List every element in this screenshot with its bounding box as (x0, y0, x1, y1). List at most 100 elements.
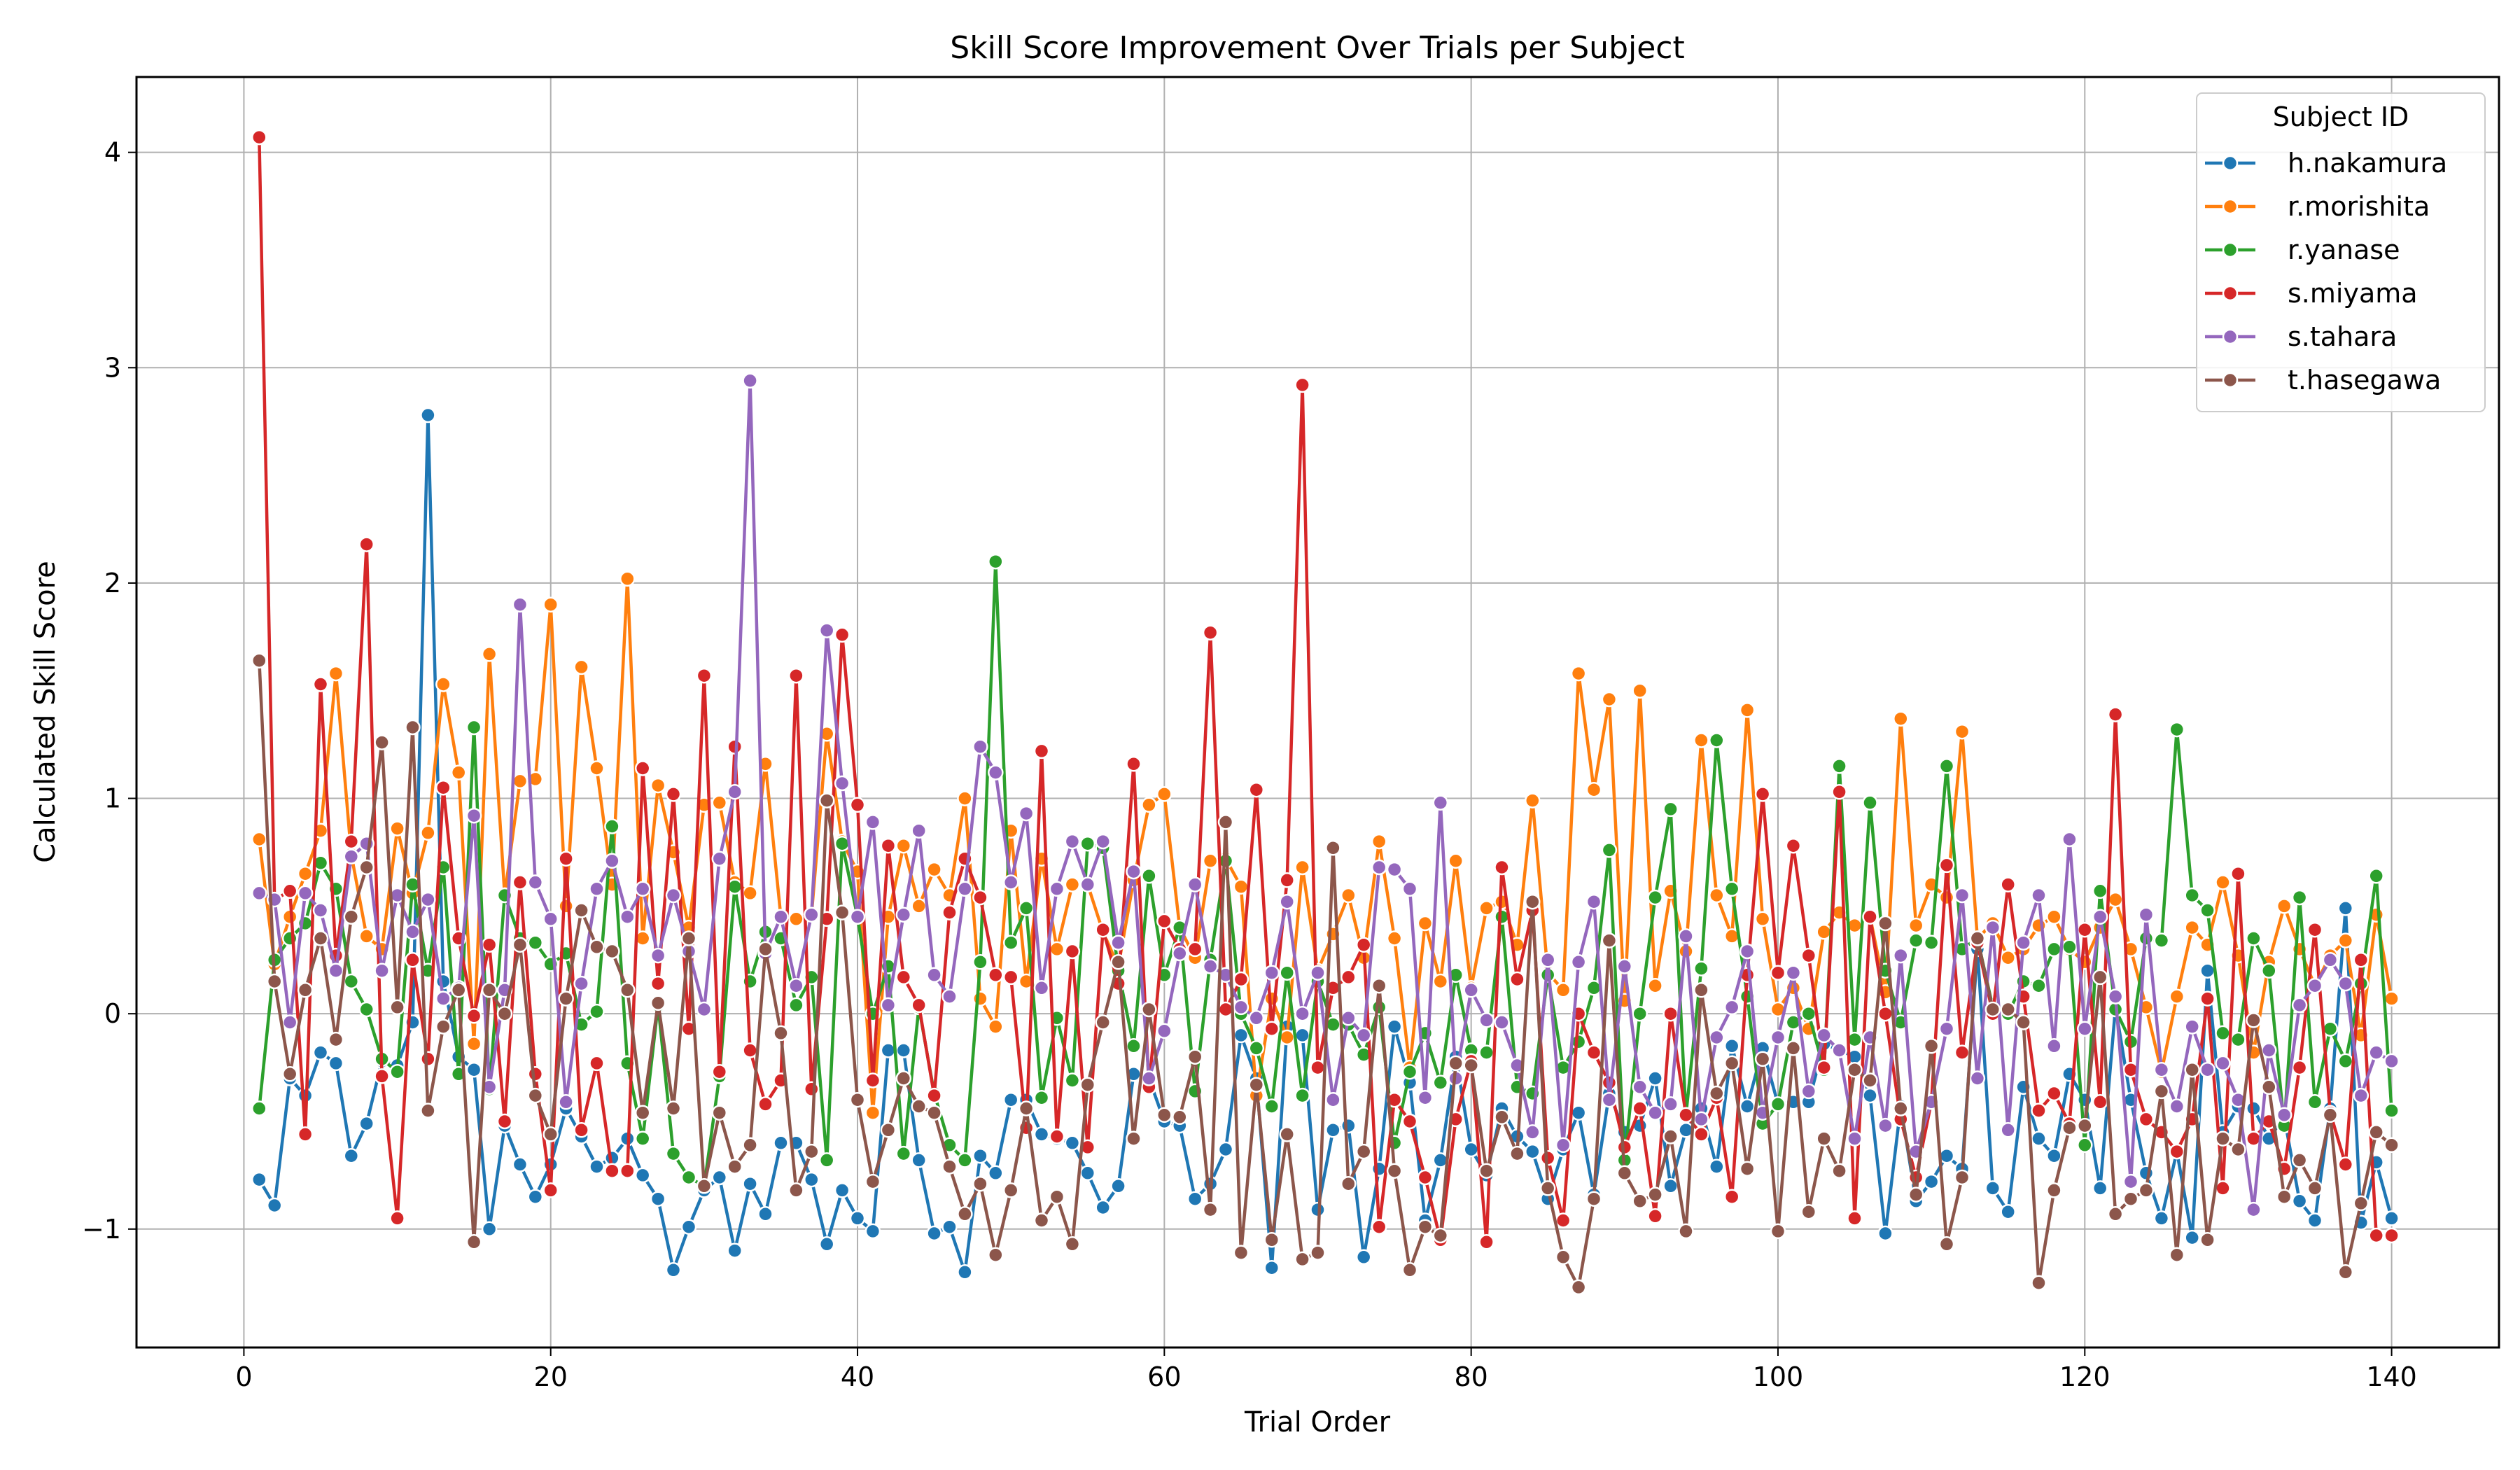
legend-marker (2222, 198, 2239, 215)
data-point (957, 881, 973, 897)
data-point (2246, 1012, 2262, 1028)
data-point (1907, 917, 1924, 934)
data-point (2291, 1193, 2308, 1210)
data-point (2291, 1059, 2308, 1076)
data-point (1002, 1182, 1019, 1198)
data-point (926, 861, 942, 878)
data-point (1049, 1189, 1065, 1205)
data-point (266, 973, 283, 990)
data-point (1662, 1178, 1679, 1194)
data-point (1233, 1245, 1250, 1261)
data-point (1770, 1223, 1786, 1240)
data-point (1816, 1027, 1832, 1044)
data-point (1448, 1055, 1464, 1072)
data-point (1632, 1079, 1648, 1096)
data-point (1371, 833, 1387, 850)
data-point (1862, 909, 1878, 925)
data-point (1233, 999, 1250, 1016)
data-point (512, 874, 528, 890)
data-point (1739, 943, 1756, 960)
data-point (405, 719, 421, 736)
data-point (1126, 1038, 1142, 1054)
data-point (665, 1100, 682, 1116)
data-point (1279, 965, 1295, 981)
data-point (1401, 881, 1418, 897)
data-point (2368, 1227, 2384, 1244)
x-axis-label: Trial Order (1244, 1406, 1391, 1438)
legend-item: s.miyama (2205, 278, 2418, 309)
data-point (788, 1182, 804, 1198)
data-point (818, 622, 835, 638)
data-point (2384, 1102, 2400, 1119)
data-point (2353, 1087, 2370, 1104)
data-point (1723, 999, 1740, 1016)
data-point (1954, 1169, 1970, 1186)
data-point (2122, 1191, 2139, 1207)
data-point (1647, 1186, 1663, 1203)
data-point (757, 1096, 774, 1112)
y-tick-label: 0 (104, 998, 121, 1029)
x-tick-label: 0 (235, 1362, 252, 1392)
data-point (2015, 1014, 2031, 1030)
data-point (2276, 1107, 2292, 1124)
legend-marker (2222, 241, 2239, 258)
data-point (2046, 1085, 2062, 1102)
data-point (742, 1137, 758, 1154)
data-point (1264, 1098, 1280, 1114)
data-point (988, 967, 1004, 983)
data-point (435, 1018, 451, 1035)
data-point (1110, 954, 1126, 970)
data-point (1064, 1135, 1081, 1152)
data-point (1340, 887, 1357, 904)
data-point (1386, 1018, 1403, 1035)
data-point (2000, 1203, 2016, 1220)
data-point (2000, 1001, 2016, 1018)
data-point (1785, 1040, 1802, 1056)
data-point (665, 1145, 682, 1162)
data-point (1678, 1223, 1694, 1240)
data-point (2169, 988, 2185, 1004)
tick-layer: 0 20 40 60 80 100 120 140 −1 0 1 2 3 4 (82, 137, 2417, 1392)
data-point (1217, 1141, 1234, 1158)
data-point (1463, 1141, 1479, 1158)
data-point (1217, 1001, 1234, 1018)
data-point (988, 1018, 1004, 1035)
data-point (1662, 1005, 1679, 1022)
data-point (1202, 853, 1219, 869)
data-point (650, 975, 666, 992)
data-point (1463, 1057, 1479, 1074)
data-point (251, 652, 267, 668)
data-point (1555, 1137, 1572, 1154)
data-point (1141, 1001, 1157, 1018)
data-point (251, 885, 267, 902)
data-point (1432, 794, 1449, 811)
data-point (1049, 941, 1065, 958)
data-point (2046, 1038, 2062, 1054)
data-point (2077, 1137, 2093, 1154)
data-point (1693, 1126, 1709, 1142)
data-point (1248, 1077, 1265, 1093)
data-point (1325, 1122, 1341, 1138)
data-point (527, 1087, 544, 1104)
series-layer (251, 129, 2400, 1296)
data-point (926, 967, 942, 983)
data-point (620, 1163, 636, 1179)
data-point (1172, 1109, 1188, 1126)
data-point (1141, 868, 1157, 884)
data-point (589, 1158, 605, 1175)
data-point (266, 1197, 283, 1214)
data-point (2306, 1094, 2323, 1110)
data-point (957, 1264, 973, 1280)
data-point (389, 1210, 405, 1226)
data-point (1586, 1044, 1602, 1060)
data-point (2322, 1021, 2339, 1037)
data-point (1095, 833, 1111, 850)
data-point (1478, 1163, 1494, 1179)
data-point (1294, 377, 1310, 393)
data-point (1877, 1005, 1893, 1022)
data-point (1064, 1072, 1081, 1088)
data-point (988, 1247, 1004, 1263)
data-point (2046, 1182, 2062, 1198)
data-point (312, 676, 329, 692)
legend-title: Subject ID (2273, 102, 2409, 132)
